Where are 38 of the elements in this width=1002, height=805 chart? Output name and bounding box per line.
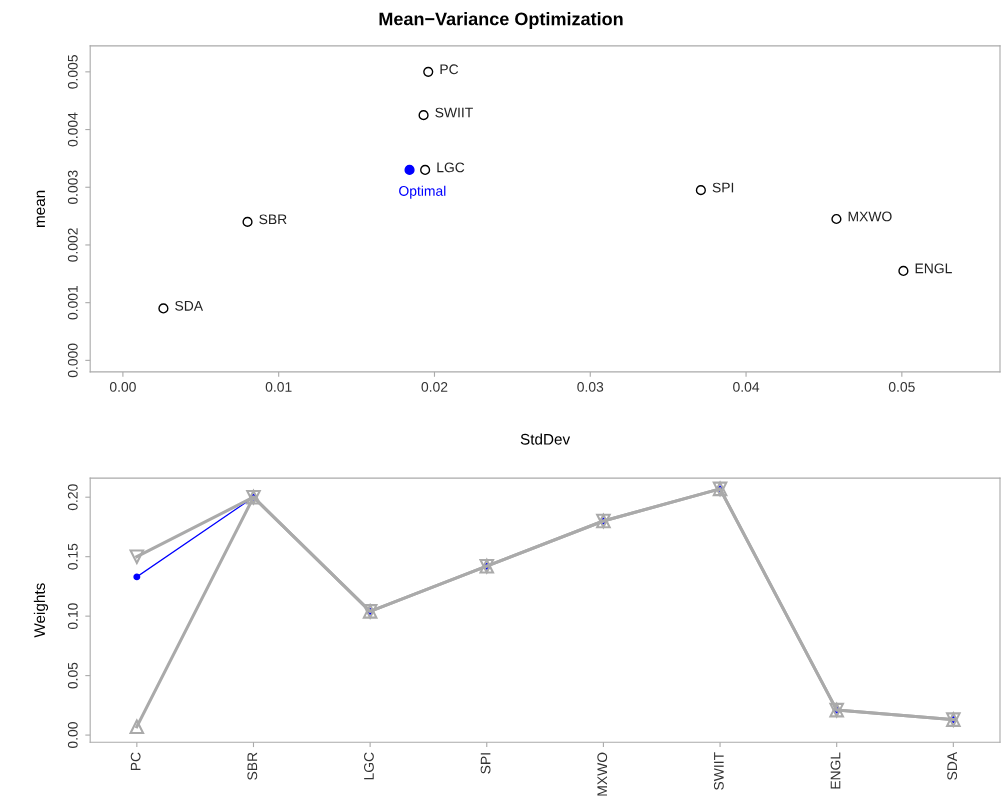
series-label: Optimal: [399, 185, 446, 199]
x-axis-title: StdDev: [520, 433, 571, 445]
chart-title: Mean−Variance Optimization: [379, 12, 623, 29]
y-tick-label: 0.001: [67, 285, 78, 320]
annotation: ENGL: [915, 263, 952, 274]
x-tick-label: SDA: [947, 751, 958, 780]
y-tick-label: 0.004: [67, 112, 78, 147]
y-tick-label: 0.20: [67, 484, 78, 511]
annotation: PC: [440, 64, 459, 75]
y-tick-label: 0.000: [67, 343, 78, 378]
x-tick-label: 0.01: [265, 382, 292, 392]
annotation: SDA: [175, 300, 204, 311]
x-tick-label: ENGL: [830, 752, 841, 789]
x-tick-label: LGC: [364, 752, 374, 780]
x-tick-label: SWIIT: [713, 752, 724, 790]
y-tick-label: 0.10: [67, 603, 78, 630]
x-tick-label: 0.03: [577, 382, 604, 392]
y-axis-title: mean: [36, 190, 46, 227]
x-tick-label: SPI: [480, 753, 491, 774]
y-axis-title: Weights: [33, 583, 49, 638]
x-tick-label: 0.04: [733, 382, 760, 392]
x-tick-label: 0.00: [109, 382, 136, 392]
annotation: SWIIT: [435, 107, 473, 118]
y-tick-label: 0.003: [67, 170, 78, 205]
annotation: SPI: [712, 182, 734, 193]
y-tick-label: 0.005: [67, 55, 78, 89]
annotation: SBR: [259, 214, 287, 225]
x-tick-label: SBR: [247, 752, 258, 780]
x-tick-label: PC: [130, 752, 141, 771]
y-tick-label: 0.00: [67, 722, 78, 749]
x-tick-label: 0.05: [888, 382, 915, 392]
y-tick-label: 0.05: [67, 662, 78, 689]
annotation: MXWO: [848, 211, 892, 222]
x-tick-label: 0.02: [421, 382, 448, 392]
annotation: LGC: [437, 162, 465, 173]
y-tick-label: 0.15: [67, 543, 78, 570]
x-tick-label: MXWO: [597, 752, 608, 796]
y-tick-label: 0.002: [67, 228, 78, 262]
